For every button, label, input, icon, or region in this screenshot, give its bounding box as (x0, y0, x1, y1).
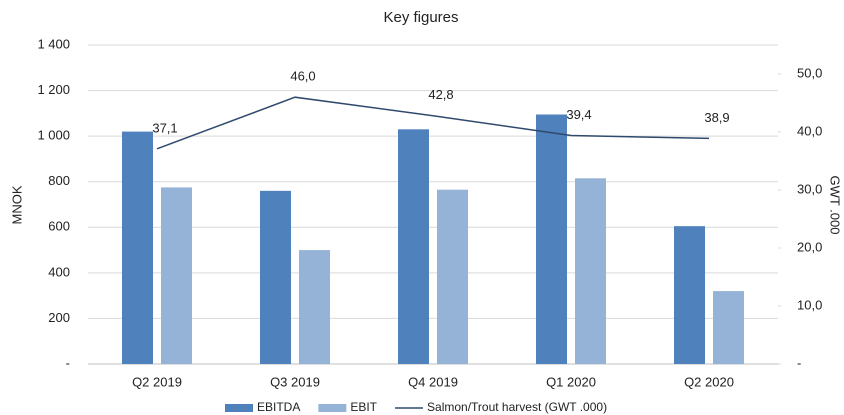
line (156, 96, 710, 150)
bar (260, 190, 291, 364)
y-tick-label: 400 (48, 264, 70, 279)
bar (536, 114, 567, 364)
bar (122, 131, 153, 364)
x-tick-label: Q4 2019 (408, 374, 458, 389)
legend-label: EBITDA (257, 400, 300, 414)
x-tick-label: Q1 2020 (546, 374, 596, 389)
data-label: 42,8 (428, 87, 453, 102)
bar (575, 178, 606, 364)
bar (713, 291, 744, 364)
y-tick-label: - (66, 355, 70, 370)
bar (437, 189, 468, 364)
y-tick-label: 800 (48, 173, 70, 188)
legend-label: EBIT (350, 400, 377, 414)
y-tick-label: 600 (48, 219, 70, 234)
data-label: 38,9 (704, 110, 729, 125)
data-label: 39,4 (566, 107, 591, 122)
bar (161, 187, 192, 364)
bar (299, 250, 330, 364)
data-label: 46,0 (290, 69, 315, 84)
y-tick-label: 1 000 (37, 128, 70, 143)
legend-label: Salmon/Trout harvest (GWT .000) (427, 400, 607, 414)
y2-tick-label: - (797, 355, 801, 370)
x-tick-label: Q2 2020 (684, 374, 734, 389)
y2-tick-label: 20,0 (797, 239, 822, 254)
data-label: 37,1 (152, 120, 177, 135)
chart-title: Key figures (383, 9, 458, 26)
y-axis-label: MNOK (9, 185, 24, 224)
y2-axis-label: GWT .000 (828, 175, 843, 234)
y2-tick-label: 40,0 (797, 123, 822, 138)
bar (398, 129, 429, 364)
y-tick-label: 200 (48, 310, 70, 325)
y-tick-label: 1 200 (37, 82, 70, 97)
legend-swatch (225, 404, 253, 412)
x-tick-label: Q3 2019 (270, 374, 320, 389)
legend-swatch (318, 404, 347, 412)
x-tick-label: Q2 2019 (132, 374, 182, 389)
bar (674, 226, 705, 364)
y2-tick-label: 50,0 (797, 65, 822, 80)
y2-tick-label: 10,0 (797, 297, 822, 312)
y-tick-label: 1 400 (37, 36, 70, 51)
y2-tick-label: 30,0 (797, 181, 822, 196)
